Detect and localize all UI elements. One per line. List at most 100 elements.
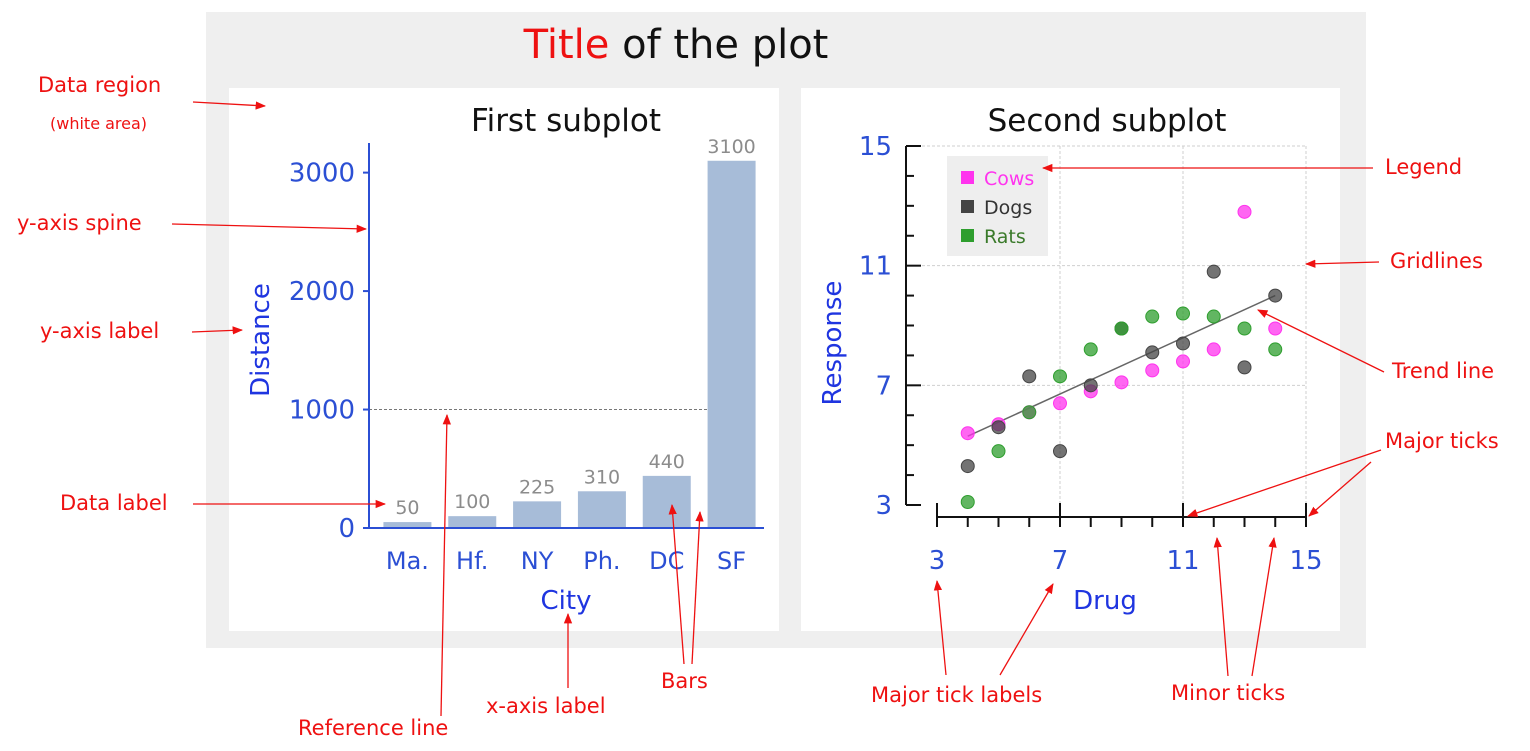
rats-point xyxy=(1053,369,1067,384)
arrow-major-ticks-1 xyxy=(1187,449,1382,517)
x-tick-label: Ph. xyxy=(583,547,620,575)
y-axis-label: Distance xyxy=(246,283,276,397)
cows-point xyxy=(1114,375,1129,390)
figure-title-rest: of the plot xyxy=(609,22,829,68)
dogs-point xyxy=(1206,264,1221,279)
bar-data-label: 100 xyxy=(454,491,490,513)
x-tick-label: NY xyxy=(521,547,554,575)
annotation-trend-line: Trend line xyxy=(1392,359,1495,383)
rats-point xyxy=(1206,309,1221,324)
y-tick-label: 3 xyxy=(875,491,892,521)
annotation-white-area: (white area) xyxy=(50,114,148,133)
rats-point xyxy=(1268,342,1283,357)
y-tick-label: 7 xyxy=(875,371,892,401)
bar xyxy=(707,160,756,528)
x-tick-label: SF xyxy=(717,547,746,575)
arrow-y-axis-label xyxy=(191,326,244,335)
bar-data-label: 310 xyxy=(584,466,620,488)
arrow-minor-ticks-1 xyxy=(1213,536,1229,677)
annotation-data-label: Data label xyxy=(60,491,168,515)
annotation-y-axis-spine: y-axis spine xyxy=(17,211,142,235)
dogs-point xyxy=(960,459,975,474)
annotation-reference-line: Reference line xyxy=(298,716,449,740)
legend-swatch xyxy=(961,171,974,184)
bar xyxy=(577,491,626,528)
arrow-reference-line xyxy=(440,413,451,717)
annotation-legend: Legend xyxy=(1385,155,1463,179)
first-subplot: First subplot 50 Ma. 100 Hf. 225 NY 310 Ph. 440 DC… xyxy=(246,103,764,616)
rats-point xyxy=(1237,321,1252,336)
arrow-major-tick-labels-2 xyxy=(999,583,1054,676)
y-axis-label: Response xyxy=(818,281,848,406)
cows-point xyxy=(1237,204,1252,219)
cows-point xyxy=(1053,396,1067,411)
x-tick-label: 15 xyxy=(1289,546,1322,576)
annotation-minor-ticks: Minor ticks xyxy=(1171,681,1286,705)
rats-point xyxy=(1176,306,1190,321)
annotation-bars: Bars xyxy=(661,669,708,693)
cows-point xyxy=(960,426,975,441)
dogs-point xyxy=(1053,444,1067,459)
bar xyxy=(383,522,432,528)
arrow-minor-ticks-2 xyxy=(1251,536,1277,677)
chart1-title: First subplot xyxy=(471,103,661,139)
figure-title-red: Title xyxy=(523,22,610,68)
arrow-y-axis-spine xyxy=(171,223,368,233)
bar-data-label: 440 xyxy=(649,451,685,473)
x-axis-label: Drug xyxy=(1073,586,1137,616)
arrow-bars-1 xyxy=(668,503,685,665)
second-subplot-panel xyxy=(801,88,1340,631)
dogs-point xyxy=(1176,336,1190,351)
annotation-data-region: Data region xyxy=(38,73,162,97)
annotation-y-axis-label: y-axis label xyxy=(40,319,160,343)
arrow-data-region xyxy=(192,101,267,110)
legend-swatch xyxy=(961,200,974,213)
cows-point xyxy=(1145,363,1160,378)
annotation-arrows xyxy=(171,101,1385,717)
x-tick-label: 7 xyxy=(1052,546,1069,576)
dogs-point xyxy=(1237,360,1252,375)
bar xyxy=(513,501,562,528)
arrow-major-ticks-2 xyxy=(1308,461,1372,517)
x-tick-label: 3 xyxy=(929,546,946,576)
x-tick-label: Hf. xyxy=(456,547,488,575)
rats-point xyxy=(991,444,1006,459)
legend-entry: Rats xyxy=(984,226,1026,248)
annotation-gridlines: Gridlines xyxy=(1390,249,1483,273)
trend-line xyxy=(967,294,1276,437)
annotation-x-axis-label: x-axis label xyxy=(486,694,606,718)
bar xyxy=(642,475,691,528)
dogs-point xyxy=(991,420,1006,435)
y-tick-label: 2000 xyxy=(289,277,355,307)
cows-point xyxy=(1176,354,1190,369)
second-subplot: Second subplot Cows Dogs Rats 3 7 11 15 3 7 11 15 Dr… xyxy=(818,103,1323,616)
arrow-bars-2 xyxy=(691,510,704,665)
y-tick-label: 11 xyxy=(859,252,892,282)
legend-entry: Cows xyxy=(984,168,1034,190)
chart2-title: Second subplot xyxy=(988,103,1227,139)
y-tick-label: 15 xyxy=(859,132,892,162)
annotation-major-ticks: Major ticks xyxy=(1385,429,1499,453)
y-tick-label: 0 xyxy=(338,514,355,544)
y-tick-label: 3000 xyxy=(289,159,355,189)
bar-data-label: 50 xyxy=(395,497,419,519)
arrow-trend-line xyxy=(1257,309,1385,373)
dogs-point xyxy=(1268,288,1283,303)
rats-point xyxy=(1114,321,1129,336)
cows-point xyxy=(1206,342,1221,357)
bar xyxy=(448,516,497,528)
first-subplot-panel xyxy=(229,88,779,631)
cows-point xyxy=(1268,321,1283,336)
rats-point xyxy=(1022,405,1037,420)
annotation-major-tick-labels: Major tick labels xyxy=(871,683,1043,707)
legend-entry: Dogs xyxy=(984,197,1032,219)
rats-point xyxy=(1083,342,1098,357)
dogs-point xyxy=(1083,378,1098,393)
x-tick-label: Ma. xyxy=(386,547,429,575)
arrow-gridlines xyxy=(1304,259,1380,268)
bar-data-label: 225 xyxy=(519,476,555,498)
figure-title: Title of the plot xyxy=(206,22,1146,68)
dogs-point xyxy=(1022,369,1037,384)
x-tick-label: DC xyxy=(649,547,684,575)
